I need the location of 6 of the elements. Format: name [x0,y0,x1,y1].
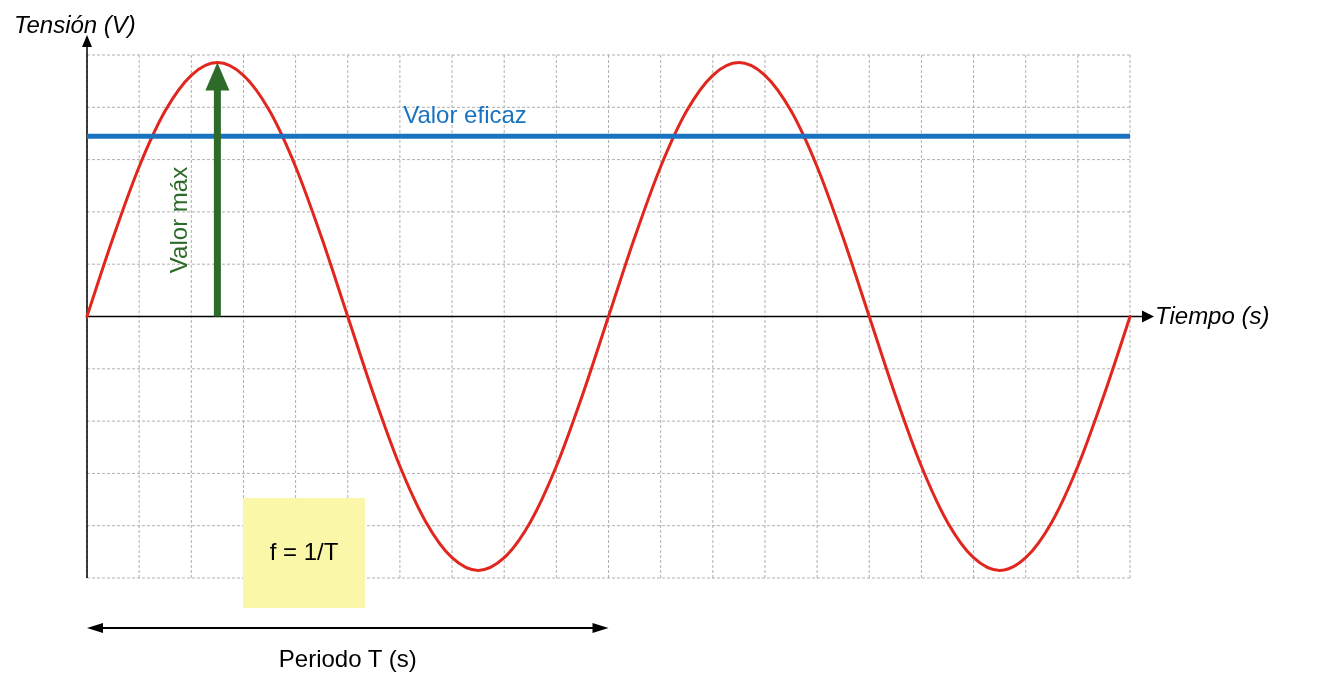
annotation: Valor máx [165,166,193,274]
text: Periodo T (s) [278,645,417,672]
ref-line-label: Valor eficaz [403,101,527,129]
y-axis-title: Tensión (V) [14,11,136,38]
annotation: f = 1/T [269,538,339,565]
x-axis-title: Tiempo (s) [1155,301,1270,329]
